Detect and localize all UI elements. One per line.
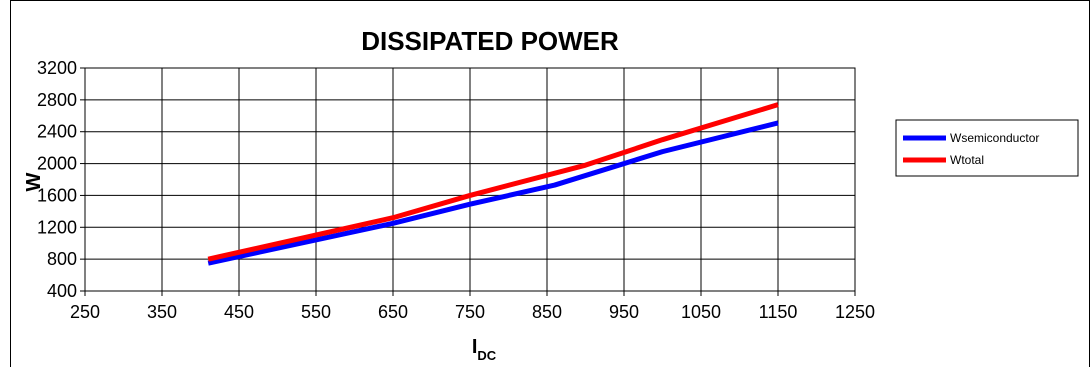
x-tick-label: 1150	[759, 302, 798, 322]
y-tick-label: 2400	[37, 122, 77, 142]
x-tick-label: 750	[455, 302, 485, 322]
x-tick-labels: 250 350 450 550 650 750 850 950 1050 1150 1250	[70, 302, 875, 322]
legend-label-wsemiconductor: Wsemiconductor	[950, 131, 1039, 145]
x-tick-label: 450	[224, 302, 254, 322]
x-axis-label-main: I	[472, 336, 478, 358]
x-tick-label: 550	[301, 302, 331, 322]
y-tick-label: 1600	[37, 185, 77, 205]
x-tick-label: 1050	[681, 302, 721, 322]
y-axis-label: W	[23, 172, 45, 191]
y-tick-labels: 400 800 1200 1600 2000 2400 2800 3200	[37, 58, 77, 301]
x-tick-label: 650	[378, 302, 408, 322]
y-tick-label: 400	[47, 281, 77, 301]
legend-box	[895, 119, 1079, 177]
y-tick-label: 3200	[37, 58, 77, 78]
x-tick-label: 250	[70, 302, 100, 322]
series-line-wtotal	[207, 102, 779, 262]
x-tick-label: 350	[147, 302, 177, 322]
y-tick-label: 800	[47, 249, 77, 269]
x-tick-label: 950	[609, 302, 639, 322]
y-tick-label: 1200	[37, 217, 77, 237]
legend: Wsemiconductor Wtotal	[895, 119, 1079, 177]
y-tick-label: 2800	[37, 90, 77, 110]
x-tick-label: 850	[532, 302, 562, 322]
legend-label-wtotal: Wtotal	[950, 153, 984, 167]
x-tick-label: 1250	[835, 302, 875, 322]
chart-frame	[10, 0, 1090, 367]
x-axis-label: IDC	[472, 336, 497, 363]
series-lines	[207, 102, 779, 266]
x-axis-label-subscript: DC	[477, 348, 496, 363]
series-line-wsemiconductor	[207, 120, 779, 266]
y-tick-label: 2000	[37, 154, 77, 174]
chart-title: DISSIPATED POWER	[361, 26, 619, 56]
